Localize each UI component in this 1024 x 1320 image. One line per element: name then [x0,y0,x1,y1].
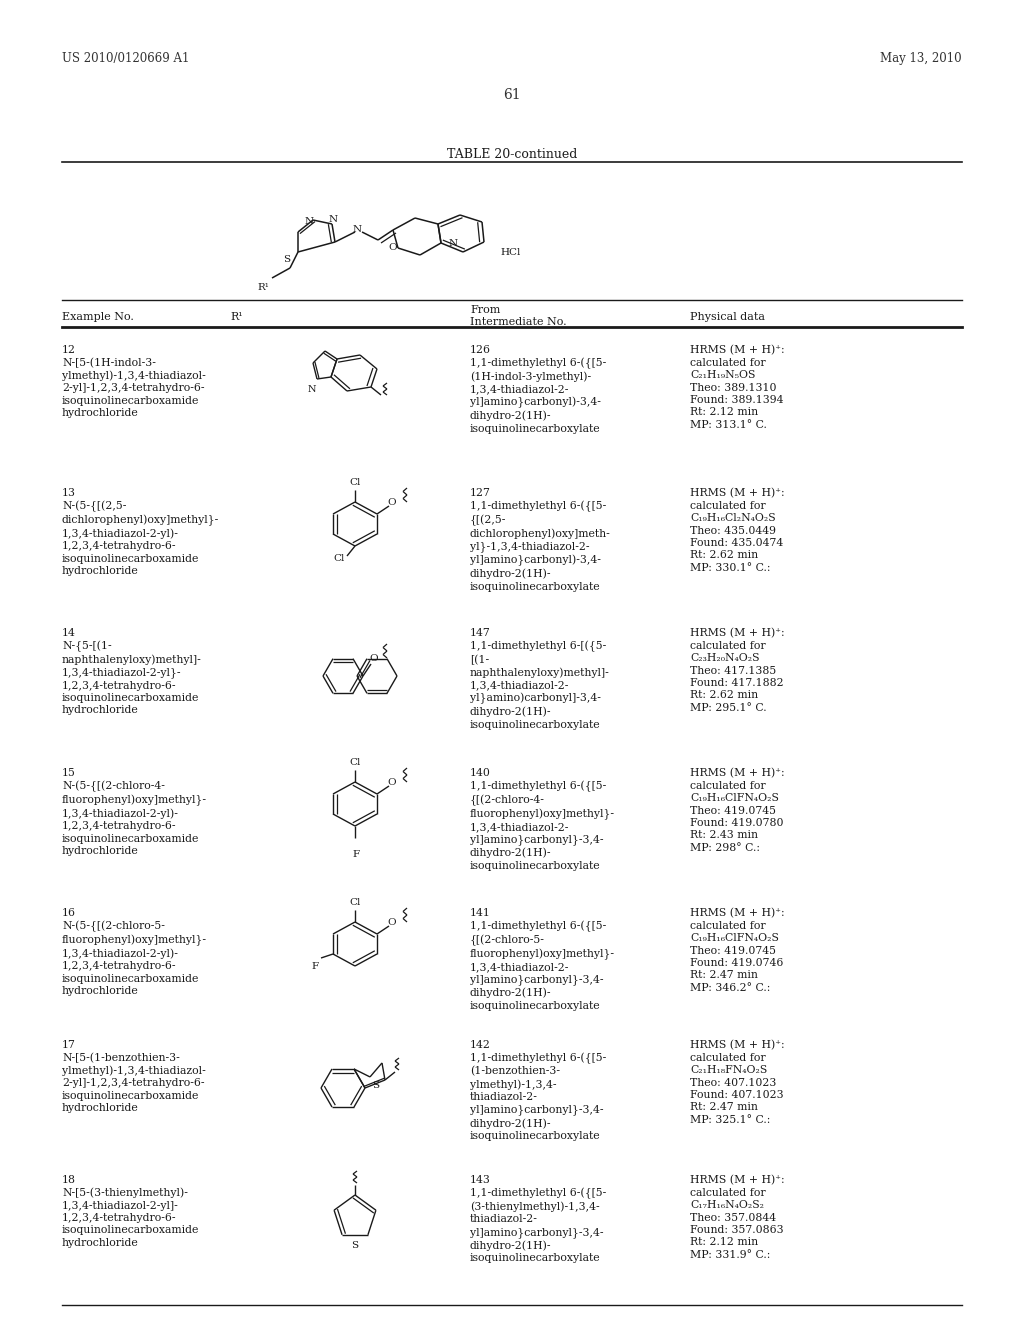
Text: 143
1,1-dimethylethyl 6-({[5-
(3-thienylmethyl)-1,3,4-
thiadiazol-2-
yl]amino}ca: 143 1,1-dimethylethyl 6-({[5- (3-thienyl… [470,1175,606,1263]
Text: 61: 61 [503,88,521,102]
Text: 15
N-(5-{[(2-chloro-4-
fluorophenyl)oxy]methyl}-
1,3,4-thiadiazol-2-yl)-
1,2,3,4: 15 N-(5-{[(2-chloro-4- fluorophenyl)oxy]… [62,768,207,857]
Text: May 13, 2010: May 13, 2010 [881,51,962,65]
Text: From: From [470,305,501,315]
Text: 18
N-[5-(3-thienylmethyl)-
1,3,4-thiadiazol-2-yl]-
1,2,3,4-tetrahydro-6-
isoquin: 18 N-[5-(3-thienylmethyl)- 1,3,4-thiadia… [62,1175,200,1247]
Text: HCl: HCl [500,248,520,257]
Text: HRMS (M + H)⁺:
calculated for
C₁₇H₁₆N₄O₂S₂
Theo: 357.0844
Found: 357.0863
Rt: 2.: HRMS (M + H)⁺: calculated for C₁₇H₁₆N₄O₂… [690,1175,784,1259]
Text: Example No.: Example No. [62,312,134,322]
Text: TABLE 20-continued: TABLE 20-continued [446,148,578,161]
Text: 14
N-{5-[(1-
naphthalenyloxy)methyl]-
1,3,4-thiadiazol-2-yl}-
1,2,3,4-tetrahydro: 14 N-{5-[(1- naphthalenyloxy)methyl]- 1,… [62,628,202,715]
Text: 16
N-(5-{[(2-chloro-5-
fluorophenyl)oxy]methyl}-
1,3,4-thiadiazol-2-yl)-
1,2,3,4: 16 N-(5-{[(2-chloro-5- fluorophenyl)oxy]… [62,908,207,997]
Text: S: S [283,255,290,264]
Text: 17
N-[5-(1-benzothien-3-
ylmethyl)-1,3,4-thiadiazol-
2-yl]-1,2,3,4-tetrahydro-6-: 17 N-[5-(1-benzothien-3- ylmethyl)-1,3,4… [62,1040,206,1113]
Text: Physical data: Physical data [690,312,765,322]
Text: 140
1,1-dimethylethyl 6-({[5-
{[(2-chloro-4-
fluorophenyl)oxy]methyl}-
1,3,4-thi: 140 1,1-dimethylethyl 6-({[5- {[(2-chlor… [470,768,615,871]
Text: 142
1,1-dimethylethyl 6-({[5-
(1-benzothien-3-
ylmethyl)-1,3,4-
thiadiazol-2-
yl: 142 1,1-dimethylethyl 6-({[5- (1-benzoth… [470,1040,606,1140]
Text: HRMS (M + H)⁺:
calculated for
C₂₃H₂₀N₄O₂S
Theo: 417.1385
Found: 417.1882
Rt: 2.6: HRMS (M + H)⁺: calculated for C₂₃H₂₀N₄O₂… [690,628,784,713]
Text: 12
N-[5-(1H-indol-3-
ylmethyl)-1,3,4-thiadiazol-
2-yl]-1,2,3,4-tetrahydro-6-
iso: 12 N-[5-(1H-indol-3- ylmethyl)-1,3,4-thi… [62,345,206,418]
Text: Cl: Cl [333,554,344,564]
Text: Intermediate No.: Intermediate No. [470,317,566,327]
Text: O: O [369,653,378,663]
Text: F: F [311,962,318,972]
Text: Cl: Cl [349,758,360,767]
Text: 141
1,1-dimethylethyl 6-({[5-
{[(2-chloro-5-
fluorophenyl)oxy]methyl}-
1,3,4-thi: 141 1,1-dimethylethyl 6-({[5- {[(2-chlor… [470,908,615,1011]
Text: Cl: Cl [349,478,360,487]
Text: N: N [305,216,314,226]
Text: 126
1,1-dimethylethyl 6-({[5-
(1H-indol-3-ylmethyl)-
1,3,4-thiadiazol-2-
yl]amin: 126 1,1-dimethylethyl 6-({[5- (1H-indol-… [470,345,606,434]
Text: O: O [388,243,396,252]
Text: US 2010/0120669 A1: US 2010/0120669 A1 [62,51,189,65]
Text: Cl: Cl [349,898,360,907]
Text: HRMS (M + H)⁺:
calculated for
C₁₉H₁₆Cl₂N₄O₂S
Theo: 435.0449
Found: 435.0474
Rt: : HRMS (M + H)⁺: calculated for C₁₉H₁₆Cl₂N… [690,488,784,573]
Text: 147
1,1-dimethylethyl 6-[({5-
[(1-
naphthalenyloxy)methyl]-
1,3,4-thiadiazol-2-
: 147 1,1-dimethylethyl 6-[({5- [(1- napht… [470,628,609,730]
Text: HRMS (M + H)⁺:
calculated for
C₁₉H₁₆ClFN₄O₂S
Theo: 419.0745
Found: 419.0746
Rt: : HRMS (M + H)⁺: calculated for C₁₉H₁₆ClFN… [690,908,784,993]
Text: O: O [387,917,395,927]
Text: HRMS (M + H)⁺:
calculated for
C₂₁H₁₈FN₄O₂S
Theo: 407.1023
Found: 407.1023
Rt: 2.: HRMS (M + H)⁺: calculated for C₂₁H₁₈FN₄O… [690,1040,784,1125]
Text: O: O [387,777,395,787]
Text: N: N [308,385,316,393]
Text: F: F [352,850,359,859]
Text: N: N [353,224,362,234]
Text: R¹: R¹ [257,282,269,292]
Text: R¹: R¹ [230,312,243,322]
Text: O: O [387,498,395,507]
Text: 13
N-(5-{[(2,5-
dichlorophenyl)oxy]methyl}-
1,3,4-thiadiazol-2-yl)-
1,2,3,4-tetr: 13 N-(5-{[(2,5- dichlorophenyl)oxy]methy… [62,488,219,576]
Text: HRMS (M + H)⁺:
calculated for
C₁₉H₁₆ClFN₄O₂S
Theo: 419.0745
Found: 419.0780
Rt: : HRMS (M + H)⁺: calculated for C₁₉H₁₆ClFN… [690,768,784,853]
Text: S: S [351,1241,358,1250]
Text: N: N [449,239,458,248]
Text: N: N [329,215,338,224]
Text: 127
1,1-dimethylethyl 6-({[5-
{[(2,5-
dichlorophenyl)oxy]meth-
yl}-1,3,4-thiadia: 127 1,1-dimethylethyl 6-({[5- {[(2,5- di… [470,488,610,591]
Text: S: S [372,1081,379,1090]
Text: HRMS (M + H)⁺:
calculated for
C₂₁H₁₉N₅OS
Theo: 389.1310
Found: 389.1394
Rt: 2.12: HRMS (M + H)⁺: calculated for C₂₁H₁₉N₅OS… [690,345,784,430]
